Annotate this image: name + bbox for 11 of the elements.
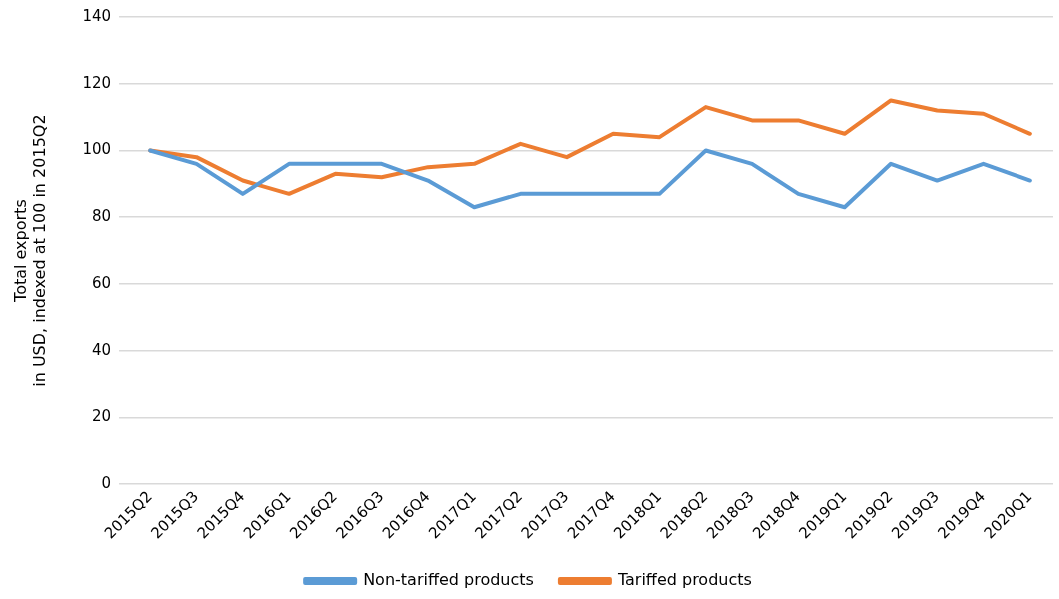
y-tick-label: 20 [91,407,112,426]
legend-label: Tariffed products [616,570,752,590]
y-tick-label: 60 [91,273,112,292]
y-tick-label: 0 [101,474,112,493]
y-tick-label: 80 [91,207,112,226]
y-axis-title: Total exports in USD, indexed at 100 in 2015Q2 [10,114,49,387]
legend-label: Non-tariffed products [363,570,534,590]
y-tick-label: 40 [91,340,112,359]
y-tick-label: 140 [82,6,112,25]
y-tick-label: 100 [82,140,112,159]
y-tick-label: 120 [82,73,112,92]
